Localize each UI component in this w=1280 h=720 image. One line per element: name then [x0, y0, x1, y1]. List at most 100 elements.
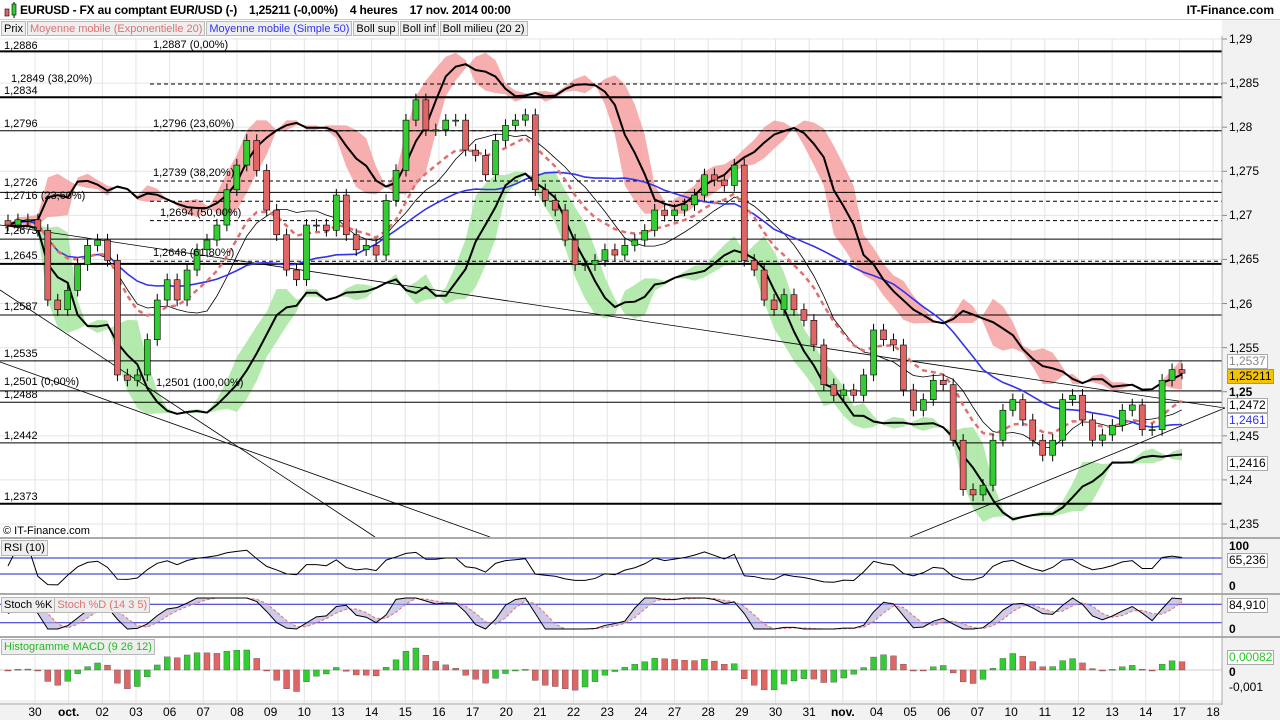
macd-bar: [611, 669, 619, 672]
macd-bar: [621, 667, 628, 671]
macd-bar: [482, 669, 489, 684]
legend-boll-inf[interactable]: Boll inf: [399, 21, 439, 36]
macd-bar: [552, 669, 559, 687]
candle: [701, 174, 708, 196]
candle: [14, 219, 22, 226]
macd-bar: [84, 666, 91, 671]
macd-bar: [64, 669, 71, 682]
current-price-box: 1,25211: [1227, 369, 1274, 384]
symbol-name: EURUSD - FX au comptant EUR/USD (-): [20, 3, 238, 17]
macd-bar: [969, 669, 977, 684]
trendline[interactable]: [0, 224, 1226, 409]
macd-bar: [1069, 658, 1076, 671]
candle: [1079, 394, 1086, 421]
date-tick: 07: [196, 705, 210, 719]
stoch-k-line: [7, 597, 1183, 630]
ema-line: [7, 136, 1183, 436]
candle: [790, 294, 798, 311]
candle: [711, 174, 718, 181]
candle: [64, 290, 71, 311]
macd-bar: [422, 655, 430, 671]
date-tick: 14: [364, 705, 379, 719]
indicator-legend: Prix Moyenne mobile (Exponentielle 20) M…: [1, 21, 529, 36]
rsi-label[interactable]: RSI (10): [1, 540, 48, 556]
macd-label[interactable]: Histogramme MACD (9 26 12): [1, 639, 155, 655]
level-label: 1,2373: [4, 491, 38, 503]
fib-label: 1,2796 (23,60%): [153, 118, 235, 130]
macd-bar: [532, 669, 539, 681]
macd-bar: [870, 656, 877, 671]
stoch-d-label[interactable]: Stoch %D (14 3 5): [57, 599, 148, 611]
level-label: 1,2501 (0,00%): [4, 376, 80, 388]
fib-label: 1,2501 (100,00%): [156, 377, 244, 389]
macd-bar: [1059, 660, 1066, 671]
macd-tick: -0,001: [1229, 680, 1264, 694]
legend-price[interactable]: Prix: [1, 21, 26, 36]
sma-line: [7, 171, 1183, 429]
macd-bar: [124, 669, 131, 689]
macd-bar: [641, 661, 648, 671]
stoch-k-label[interactable]: Stoch %K: [2, 598, 56, 612]
trendline[interactable]: [0, 361, 491, 538]
legend-boll-mid[interactable]: Boll milieu (20 2): [439, 21, 528, 36]
macd-bar: [144, 669, 151, 678]
candle: [959, 439, 967, 490]
candle: [1119, 409, 1126, 426]
macd-bar: [840, 669, 847, 679]
candle: [323, 224, 330, 231]
fib-label: 1,2887 (0,00%): [153, 39, 229, 51]
candle: [1069, 394, 1076, 400]
candle: [1029, 419, 1037, 441]
candle: [193, 249, 201, 271]
candle: [173, 279, 181, 301]
date-tick: 31: [802, 705, 816, 719]
candle: [372, 245, 380, 256]
macd-bar: [681, 660, 688, 671]
level-label: 1,2716 (23,60%): [4, 190, 86, 202]
candle: [1009, 399, 1017, 411]
candle: [392, 170, 400, 201]
level-label: 1,2535: [4, 348, 38, 360]
macd-bar: [571, 669, 579, 691]
macd-bar: [243, 649, 250, 671]
level-label: 1,2587: [4, 301, 38, 313]
candle: [452, 119, 460, 122]
level-label: 1,2834: [4, 85, 38, 97]
macd-bar: [203, 652, 211, 671]
macd-bar: [34, 669, 41, 672]
legend-sma[interactable]: Moyenne mobile (Simple 50): [206, 21, 353, 36]
macd-bar: [472, 669, 479, 680]
candle: [223, 189, 231, 226]
fib-label: 1,2648 (61,80%): [153, 247, 235, 259]
legend-boll-sup[interactable]: Boll sup: [353, 21, 399, 36]
candle: [74, 264, 81, 291]
candle: [979, 484, 987, 496]
macd-bar: [1029, 661, 1036, 671]
period: 4 heures: [349, 3, 398, 17]
date-tick: 04: [869, 705, 884, 719]
date-tick: 27: [667, 705, 682, 719]
date-tick: 13: [331, 705, 345, 719]
legend-ema[interactable]: Moyenne mobile (Exponentielle 20): [26, 21, 206, 36]
macd-bar: [671, 659, 678, 671]
trendline[interactable]: [0, 289, 376, 538]
level-label: 1,2645: [4, 250, 38, 262]
fib-label: 1,2694 (50,00%): [160, 207, 242, 219]
candle: [153, 299, 161, 341]
macd-bar: [382, 667, 390, 671]
candle: [213, 224, 221, 241]
macd-bar: [1079, 662, 1086, 671]
macd-bar: [323, 669, 330, 675]
date-tick: 21: [533, 705, 547, 719]
macd-bar: [711, 660, 718, 671]
macd-bar: [343, 669, 350, 672]
candle: [730, 164, 738, 186]
candle: [233, 164, 241, 191]
macd-bar: [363, 669, 370, 676]
candle: [203, 239, 211, 251]
candle: [183, 269, 191, 301]
trendline[interactable]: [909, 407, 1226, 538]
candle: [4, 220, 12, 226]
candle: [631, 239, 639, 246]
